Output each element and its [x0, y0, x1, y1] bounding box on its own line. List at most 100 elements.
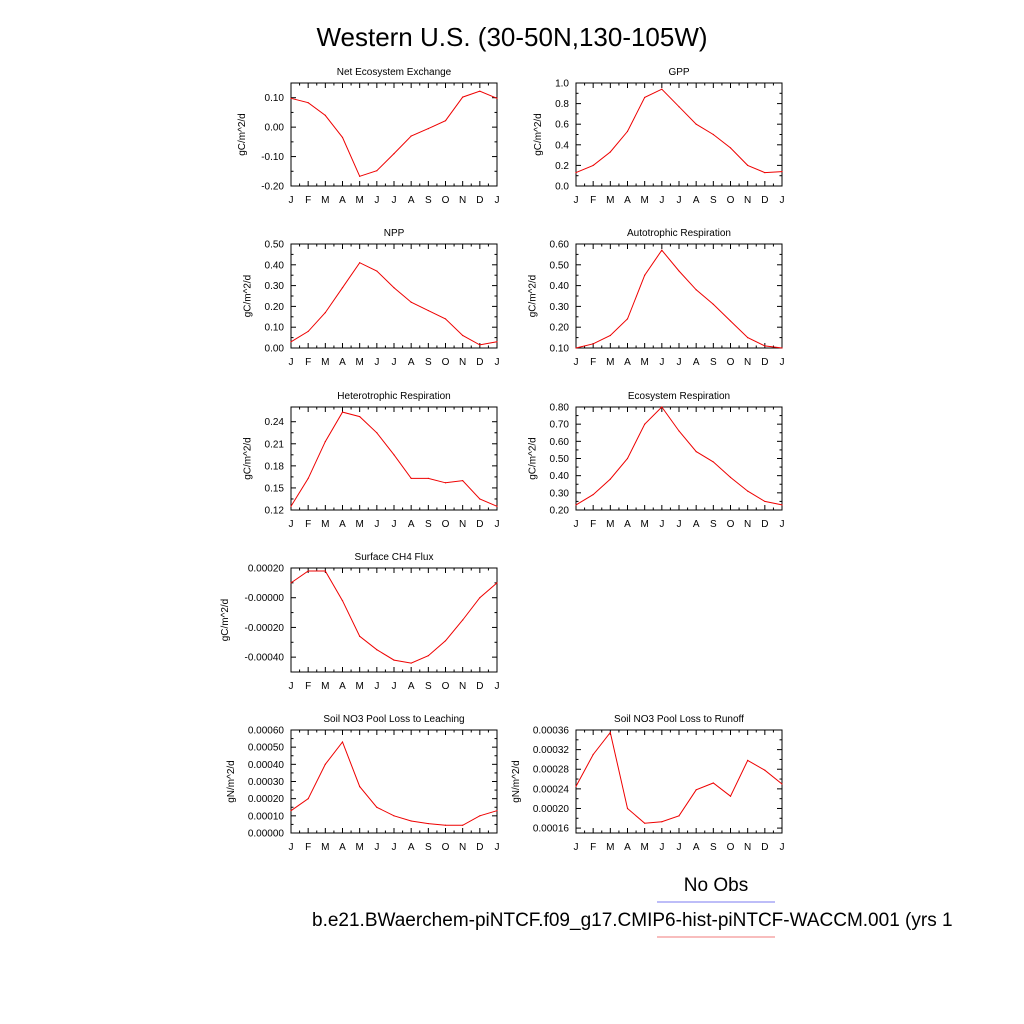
- x-tick-label: A: [624, 195, 631, 206]
- x-tick-label: J: [780, 842, 785, 853]
- x-tick-label: O: [442, 195, 450, 206]
- x-tick-label: N: [459, 195, 466, 206]
- x-tick-label: M: [321, 842, 329, 853]
- y-tick-label: 0.6: [555, 120, 569, 131]
- x-tick-label: F: [590, 519, 596, 530]
- data-point: [376, 270, 378, 272]
- y-tick-label: 0.00016: [533, 824, 570, 835]
- x-tick-label: A: [339, 195, 346, 206]
- panel-title: NPP: [384, 228, 405, 239]
- data-point: [462, 96, 464, 98]
- data-point: [359, 262, 361, 264]
- panel-title: Heterotrophic Respiration: [337, 391, 450, 402]
- plot-frame: [575, 82, 783, 187]
- data-point: [712, 782, 714, 784]
- y-tick-label: -0.10: [261, 152, 284, 163]
- data-point: [427, 128, 429, 130]
- x-tick-label: S: [425, 681, 432, 692]
- data-point: [626, 807, 629, 810]
- y-tick-label: 0.00028: [533, 765, 570, 776]
- data-point: [678, 106, 680, 108]
- data-point: [410, 135, 412, 137]
- x-tick-label: D: [476, 681, 483, 692]
- data-point: [644, 822, 646, 824]
- y-tick-label: 0.50: [550, 260, 570, 271]
- data-point: [729, 147, 732, 149]
- x-tick-label: J: [659, 195, 664, 206]
- y-tick-label: -0.00020: [245, 623, 285, 634]
- data-point: [695, 123, 697, 125]
- x-tick-label: A: [693, 195, 700, 206]
- y-tick-label: 0.70: [550, 420, 570, 431]
- x-tick-label: M: [355, 357, 363, 368]
- x-tick-label: J: [780, 519, 785, 530]
- y-tick-label: 0.00040: [248, 760, 285, 771]
- data-point: [324, 312, 326, 314]
- y-tick-label: 0.00010: [248, 811, 285, 822]
- figure-title: Western U.S. (30-50N,130-105W): [316, 22, 707, 52]
- data-point: [376, 806, 378, 808]
- plot-frame: [290, 729, 498, 834]
- x-tick-label: D: [761, 357, 768, 368]
- x-tick-label: J: [374, 519, 379, 530]
- data-point: [729, 476, 732, 478]
- y-tick-label: 0.0: [555, 182, 569, 193]
- data-point: [393, 287, 395, 289]
- x-tick-label: J: [374, 681, 379, 692]
- y-tick-label: 0.40: [550, 281, 570, 292]
- x-tick-label: J: [574, 357, 579, 368]
- data-point: [307, 102, 309, 104]
- data-point: [496, 582, 498, 584]
- x-tick-label: M: [640, 519, 648, 530]
- y-tick-label: 1.0: [555, 79, 569, 90]
- x-tick-label: O: [442, 842, 450, 853]
- data-point: [410, 820, 412, 822]
- x-tick-label: M: [606, 357, 614, 368]
- data-point: [341, 411, 344, 413]
- data-point: [661, 406, 663, 408]
- y-tick-label: 0.40: [550, 471, 570, 482]
- x-tick-label: S: [710, 842, 717, 853]
- y-tick-label: 0.2: [555, 161, 569, 172]
- data-point: [712, 133, 714, 136]
- x-tick-label: M: [321, 681, 329, 692]
- x-tick-label: M: [606, 842, 614, 853]
- x-tick-label: F: [305, 519, 311, 530]
- x-tick-label: N: [459, 357, 466, 368]
- x-tick-label: O: [727, 842, 735, 853]
- y-axis-label: gC/m^2/d: [243, 275, 254, 318]
- x-tick-label: F: [590, 357, 596, 368]
- y-tick-label: 0.50: [265, 240, 285, 251]
- y-tick-label: 0.18: [265, 461, 285, 472]
- data-point: [427, 309, 429, 312]
- x-tick-label: S: [425, 357, 432, 368]
- y-tick-label: 0.30: [265, 281, 285, 292]
- y-tick-label: 0.10: [265, 93, 285, 104]
- x-tick-label: J: [677, 842, 682, 853]
- series-line: [575, 406, 783, 506]
- y-tick-label: 0.20: [550, 323, 570, 334]
- plot-frame: [575, 729, 783, 834]
- panel-title: Autotrophic Respiration: [627, 228, 731, 239]
- data-point: [462, 619, 464, 621]
- y-tick-label: 0.00024: [533, 784, 570, 795]
- data-point: [781, 347, 783, 349]
- x-tick-label: M: [355, 681, 363, 692]
- x-tick-label: J: [289, 357, 294, 368]
- x-tick-label: A: [624, 357, 631, 368]
- plot-frame: [290, 567, 498, 673]
- data-point: [427, 822, 429, 825]
- x-tick-label: S: [425, 842, 432, 853]
- x-tick-label: J: [289, 681, 294, 692]
- x-tick-label: A: [339, 519, 346, 530]
- data-point: [479, 597, 481, 599]
- data-point: [644, 423, 646, 425]
- x-tick-label: J: [659, 357, 664, 368]
- y-tick-label: 0.00032: [533, 745, 570, 756]
- x-tick-label: J: [574, 195, 579, 206]
- y-axis-label: gN/m^2/d: [226, 760, 237, 803]
